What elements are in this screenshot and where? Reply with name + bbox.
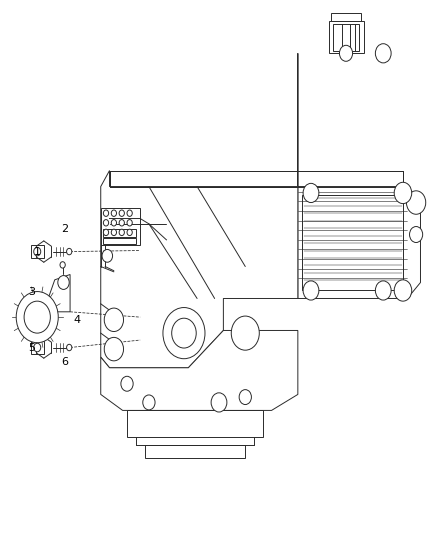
Circle shape (375, 44, 391, 63)
Circle shape (67, 344, 72, 351)
Circle shape (103, 229, 109, 236)
Bar (31, 245, 44, 258)
Polygon shape (101, 208, 140, 245)
Polygon shape (333, 24, 359, 51)
Text: 4: 4 (73, 315, 80, 325)
Circle shape (103, 220, 109, 226)
Circle shape (111, 229, 117, 236)
Circle shape (34, 247, 41, 256)
Circle shape (60, 262, 65, 268)
Circle shape (375, 281, 391, 300)
Circle shape (16, 292, 58, 343)
Circle shape (104, 337, 124, 361)
Polygon shape (298, 53, 420, 298)
Circle shape (339, 45, 353, 61)
Polygon shape (302, 195, 403, 290)
Polygon shape (110, 171, 403, 187)
Polygon shape (145, 445, 245, 458)
Circle shape (34, 343, 41, 352)
Circle shape (127, 220, 132, 226)
Circle shape (103, 210, 109, 216)
Circle shape (111, 210, 117, 216)
Polygon shape (328, 21, 364, 53)
Bar (103, 238, 136, 244)
Circle shape (127, 229, 132, 236)
Circle shape (143, 395, 155, 410)
Circle shape (406, 191, 426, 214)
Polygon shape (48, 274, 70, 312)
Circle shape (102, 249, 113, 262)
Circle shape (303, 281, 319, 300)
Circle shape (303, 183, 319, 203)
Circle shape (127, 210, 132, 216)
Circle shape (111, 220, 117, 226)
Circle shape (394, 182, 412, 204)
Bar (31, 341, 44, 354)
Circle shape (119, 229, 124, 236)
Polygon shape (101, 330, 298, 410)
Circle shape (24, 301, 50, 333)
Text: 1: 1 (34, 247, 41, 256)
Polygon shape (127, 410, 263, 437)
Circle shape (394, 280, 412, 301)
Circle shape (104, 308, 124, 332)
Text: 5: 5 (28, 343, 35, 352)
Text: 3: 3 (28, 287, 35, 297)
Circle shape (67, 248, 72, 255)
Circle shape (163, 308, 205, 359)
Circle shape (231, 316, 259, 350)
Circle shape (119, 220, 124, 226)
Polygon shape (331, 13, 361, 21)
Text: 2: 2 (61, 224, 68, 234)
Circle shape (172, 318, 196, 348)
Circle shape (211, 393, 227, 412)
Circle shape (239, 390, 251, 405)
Text: 6: 6 (61, 358, 68, 367)
Circle shape (121, 376, 133, 391)
Polygon shape (101, 171, 298, 368)
Circle shape (119, 210, 124, 216)
Circle shape (410, 227, 423, 243)
Circle shape (58, 276, 69, 289)
Bar (103, 229, 136, 237)
